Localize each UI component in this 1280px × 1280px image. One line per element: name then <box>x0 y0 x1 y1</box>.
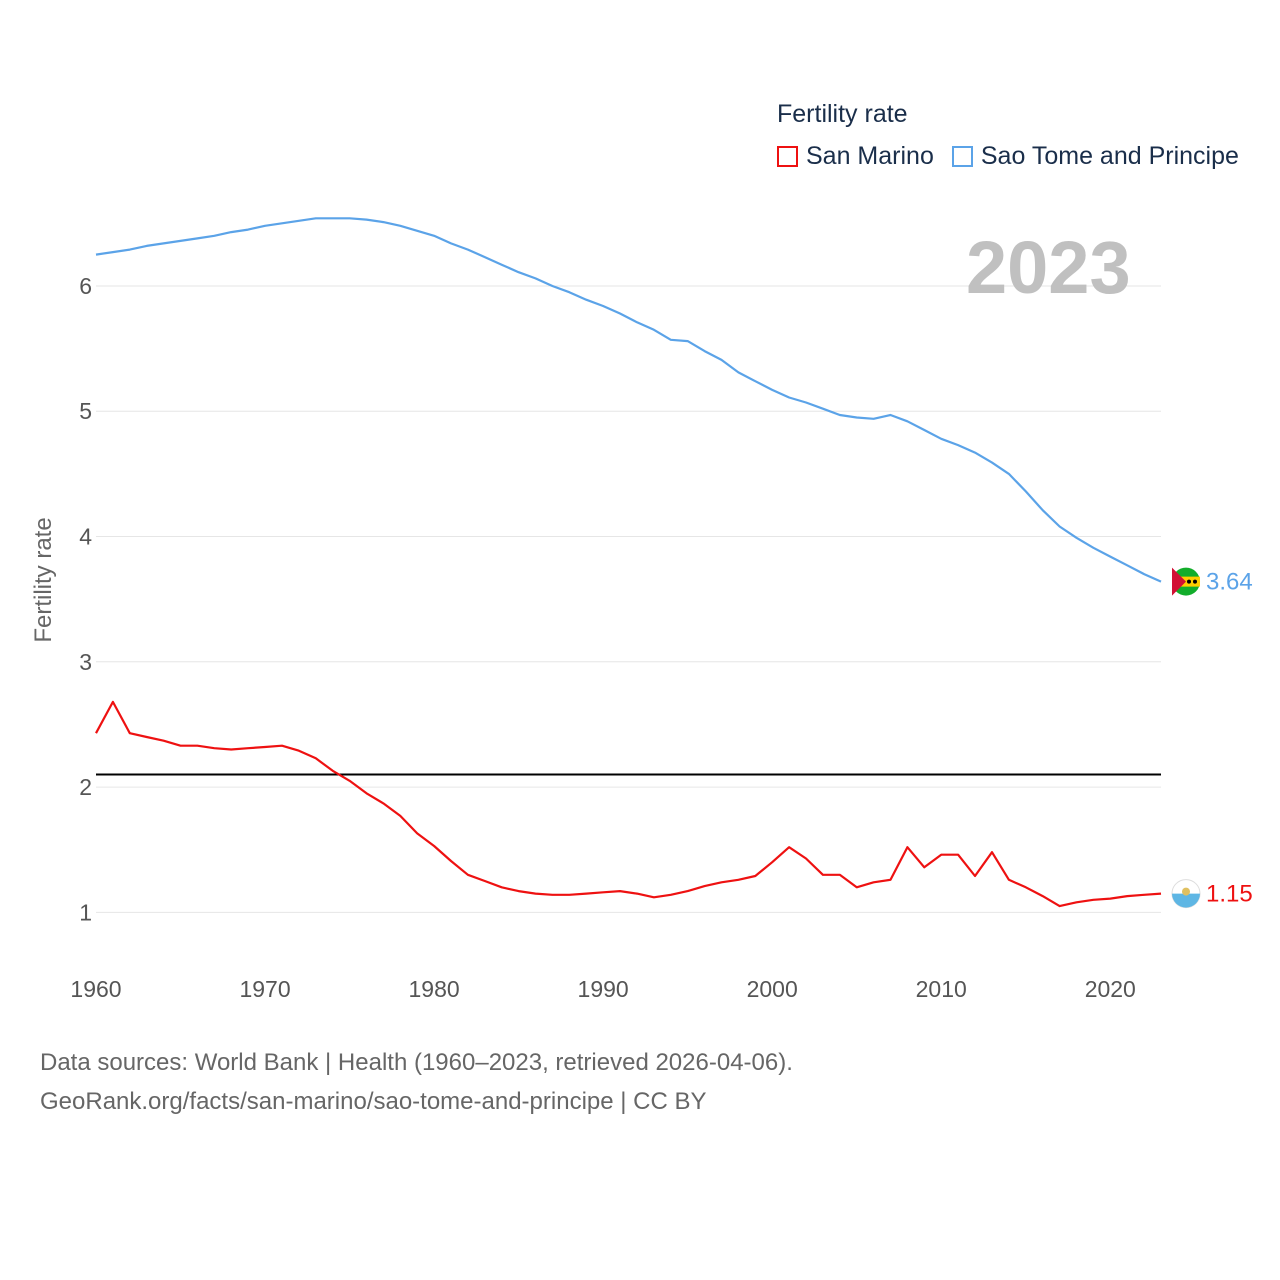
footer-line-2: GeoRank.org/facts/san-marino/sao-tome-an… <box>40 1088 707 1115</box>
y-tick-label-4: 4 <box>79 524 92 550</box>
end-markers: 1.15 3.64 <box>1171 567 1253 909</box>
footer-line-1: Data sources: World Bank | Health (1960–… <box>40 1049 793 1076</box>
y-tick-label-1: 1 <box>79 899 92 925</box>
footer-source: Data sources: World Bank | Health (1960–… <box>40 1043 793 1121</box>
series-lines <box>95 217 1162 908</box>
flag-icon-san-marino <box>1171 879 1201 909</box>
x-tick-label-2010: 2010 <box>916 976 967 1002</box>
end-value-label-san-marino: 1.15 <box>1206 881 1253 908</box>
x-axis-ticks: 1960 1970 1980 1990 2000 2010 2020 <box>70 976 1135 1002</box>
legend-swatch-san-marino <box>777 146 798 167</box>
flag-emblem <box>1182 887 1190 896</box>
legend-label-sao-tome: Sao Tome and Principe <box>980 142 1239 170</box>
grid-lines <box>96 285 1161 913</box>
x-tick-label-1980: 1980 <box>409 976 460 1002</box>
flag-star-1 <box>1187 579 1191 584</box>
flag-lower-band <box>1172 893 1200 908</box>
y-tick-label-3: 3 <box>79 649 92 675</box>
y-axis-title: Fertility rate <box>30 517 57 642</box>
y-tick-label-2: 2 <box>79 774 92 800</box>
legend-title: Fertility rate <box>777 100 908 128</box>
x-tick-label-2020: 2020 <box>1085 976 1136 1002</box>
year-label: 2023 <box>966 226 1131 309</box>
x-tick-label-1970: 1970 <box>239 976 290 1002</box>
flag-triangle <box>1172 567 1186 596</box>
y-axis-ticks: 1 2 3 4 5 6 <box>79 273 92 925</box>
x-tick-label-1960: 1960 <box>70 976 121 1002</box>
legend-label-san-marino: San Marino <box>806 142 934 170</box>
x-tick-label-2000: 2000 <box>747 976 798 1002</box>
end-value-label-sao-tome-and-principe: 3.64 <box>1206 569 1253 596</box>
legend: San Marino Sao Tome and Principe <box>777 142 1257 171</box>
legend-item-san-marino[interactable]: San Marino <box>777 142 934 171</box>
x-tick-label-1990: 1990 <box>578 976 629 1002</box>
legend-swatch-sao-tome <box>951 146 973 167</box>
series-line-sao-tome-and-principe <box>95 217 1162 583</box>
y-tick-label-5: 5 <box>79 398 92 424</box>
flag-star-2 <box>1193 579 1197 584</box>
series-line-san-marino <box>95 700 1162 908</box>
y-tick-label-6: 6 <box>79 273 92 299</box>
legend-item-sao-tome[interactable]: Sao Tome and Principe <box>951 142 1239 171</box>
flag-icon-sao-tome-and-principe <box>1172 567 1200 596</box>
